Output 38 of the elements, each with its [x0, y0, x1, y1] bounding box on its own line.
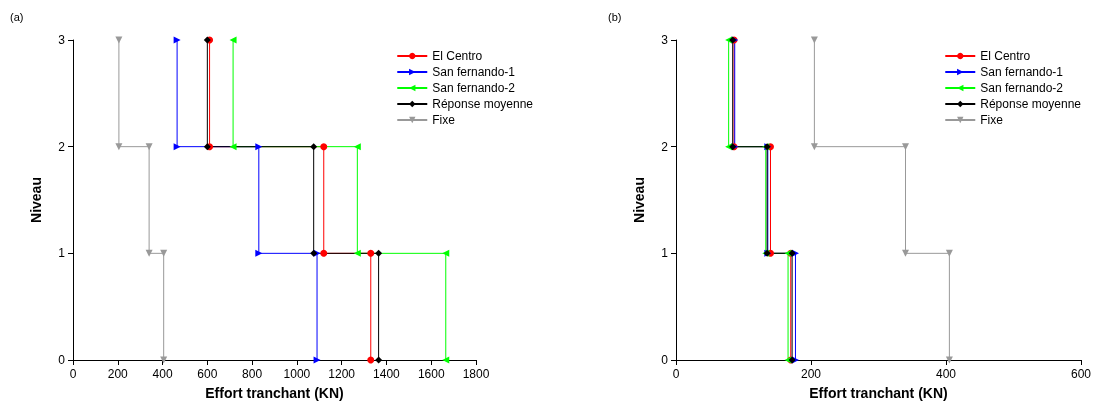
legend-label: San fernando-1	[980, 65, 1064, 79]
x-tick-label: 0	[672, 367, 680, 381]
y-tick-label: 1	[661, 246, 669, 261]
y-axis-title: Niveau	[631, 177, 647, 223]
legend-label: San fernando-1	[432, 65, 516, 79]
x-tick-label: 1200	[328, 367, 356, 381]
y-tick-label: 3	[661, 33, 669, 47]
x-tick-label: 400	[935, 367, 957, 381]
y-axis-title: Niveau	[28, 177, 44, 223]
legend-label: El Centro	[432, 49, 483, 63]
legend-label: San fernando-2	[980, 81, 1064, 95]
legend-label: Fixe	[980, 113, 1004, 127]
chart-title: (a)	[10, 10, 24, 23]
legend-label: Réponse moyenne	[432, 97, 534, 111]
chart-title: (b)	[608, 10, 622, 23]
x-axis-title: Effort tranchant (KN)	[205, 385, 344, 401]
y-tick-label: 0	[58, 353, 66, 367]
legend-label: Réponse moyenne	[980, 97, 1082, 111]
y-tick-label: 2	[661, 139, 669, 154]
y-tick-label: 0	[661, 353, 669, 367]
x-tick-label: 0	[69, 367, 77, 381]
x-tick-label: 600	[1070, 367, 1092, 381]
y-tick-label: 1	[58, 246, 66, 261]
x-tick-label: 1800	[462, 367, 490, 381]
x-tick-label: 600	[197, 367, 218, 381]
x-tick-label: 200	[800, 367, 822, 381]
x-tick-label: 800	[242, 367, 263, 381]
x-tick-label: 200	[107, 367, 129, 381]
legend-label: Fixe	[432, 113, 456, 127]
x-tick-label: 1600	[417, 367, 445, 381]
legend-label: El Centro	[980, 49, 1031, 63]
x-axis-title: Effort tranchant (KN)	[809, 385, 948, 401]
y-tick-label: 2	[58, 139, 66, 154]
legend-label: San fernando-2	[432, 81, 516, 95]
x-tick-label: 1400	[373, 367, 401, 381]
x-tick-label: 1000	[283, 367, 311, 381]
y-tick-label: 3	[58, 33, 66, 47]
x-tick-label: 400	[152, 367, 173, 381]
